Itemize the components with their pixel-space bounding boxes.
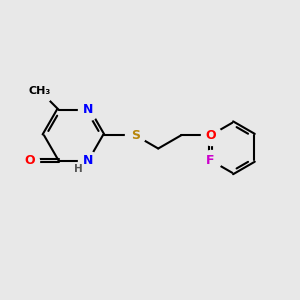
Text: N: N [83, 154, 93, 167]
Text: O: O [205, 129, 216, 142]
Text: H: H [74, 164, 83, 174]
Text: N: N [83, 103, 93, 116]
Text: S: S [131, 129, 140, 142]
Text: F: F [206, 154, 215, 167]
Text: CH₃: CH₃ [29, 86, 51, 96]
Text: O: O [24, 154, 34, 167]
